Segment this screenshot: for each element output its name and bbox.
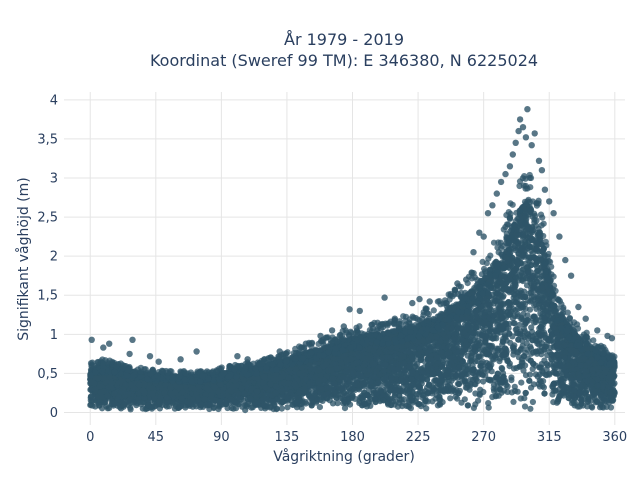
- data-point: [472, 390, 479, 397]
- data-point: [491, 387, 498, 395]
- data-point: [518, 379, 525, 386]
- data-point: [520, 367, 527, 374]
- data-point: [480, 378, 487, 385]
- data-point: [434, 402, 441, 409]
- data-point: [447, 395, 454, 402]
- data-point: [334, 400, 341, 407]
- data-point: [485, 400, 492, 407]
- data-point: [341, 405, 349, 412]
- data-point: [527, 405, 534, 412]
- data-point: [475, 397, 482, 404]
- data-points: [87, 106, 618, 414]
- data-point: [407, 405, 414, 412]
- data-point: [514, 388, 521, 395]
- data-point: [589, 404, 596, 411]
